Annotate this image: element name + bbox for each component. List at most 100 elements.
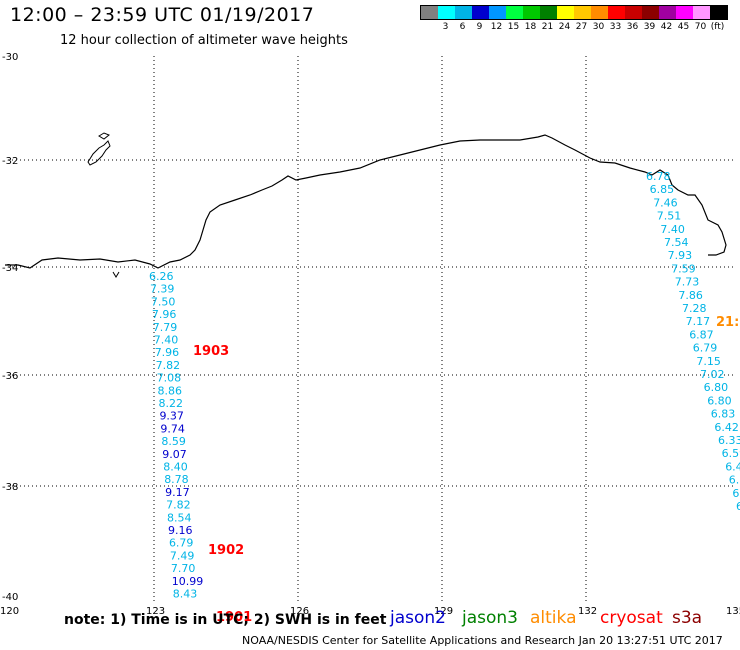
lon-label: 132 [578,606,597,617]
wave-height-label: 6.85 [650,183,675,196]
footer-credit: NOAA/NESDIS Center for Satellite Applica… [242,634,723,647]
satellite-cryosat: cryosat [600,608,663,628]
wave-height-label: 7.93 [668,249,693,262]
wave-height-label: 7.51 [657,210,682,223]
wave-height-label: 7.17 [686,315,711,328]
legend-label: 33 [609,22,622,32]
legend-swatch [574,6,591,19]
legend-label: 18 [524,22,537,32]
legend-swatch [642,6,659,19]
wave-height-label: 7.73 [675,276,700,289]
lat-label: -36 [2,371,18,382]
wave-height-label: 7.86 [678,289,703,302]
legend-swatch [693,6,710,19]
wave-height-label: 8.78 [164,473,189,486]
legend-swatch [557,6,574,19]
note-text: note: 1) Time is in UTC; 2) SWH is in fe… [64,612,387,628]
wave-height-label: 7.49 [170,549,195,562]
legend-swatch [421,6,438,19]
wave-height-label: 8.43 [173,588,198,601]
wave-height-label: 8.59 [161,435,186,448]
legend-label: 70 [694,22,707,32]
wave-height-label: 7.46 [653,196,678,209]
legend-label: 9 [476,22,483,32]
legend-label: 39 [643,22,656,32]
wave-height-label: 7.82 [156,359,181,372]
legend-swatch [489,6,506,19]
wave-height-label: 6.87 [689,328,714,341]
wave-height-label: 8.86 [158,384,183,397]
wave-height-label: 9.37 [159,410,184,423]
legend-labels: 3 6 9 12 15 18 21 24 27 30 33 36 39 42 45 70 (ft) [420,22,728,32]
wave-height-label: 7.40 [154,334,179,347]
wave-height-label: 6.4 [725,460,740,473]
page-title: 12:00 – 23:59 UTC 01/19/2017 [10,4,315,26]
lat-label: -40 [2,592,18,603]
lat-label: -32 [2,156,18,167]
legend-label: 42 [660,22,673,32]
lon-label: 129 [434,606,453,617]
time-marks: 1903 1902 1901 21:3 [193,315,740,625]
wave-height-label: 6.80 [707,394,732,407]
wave-height-label: 6.59 [722,447,740,460]
legend-swatch [506,6,523,19]
legend-swatch [523,6,540,19]
legend-label: 45 [677,22,690,32]
legend-label: (ft) [710,22,725,32]
wave-height-label: 8.22 [159,397,184,410]
axis-labels: -30 -32 -34 -36 -38 -40 120 123 126 129 132 135 [0,52,740,617]
legend-label: 24 [558,22,571,32]
legend-swatch [472,6,489,19]
wave-height-label: 6 [732,487,739,500]
island-coast-tip [112,271,120,278]
wave-height-label: 7.50 [151,295,176,308]
wave-height-label: 8.40 [163,461,188,474]
coastline [5,134,727,269]
lat-label: -38 [2,482,18,493]
legend-label: 36 [626,22,639,32]
wave-height-label: 6.78 [646,170,671,183]
wave-height-label: 9.74 [160,422,185,435]
legend-label: 3 [442,22,449,32]
legend-swatch [591,6,608,19]
wave-height-label: 9.16 [168,524,193,537]
wave-height-label: 6.1 [729,474,740,487]
lon-label: 126 [290,606,309,617]
color-legend: 3 6 9 12 15 18 21 24 27 30 33 36 39 42 45 70 (ft) [420,5,728,32]
track-right: 6.786.857.467.517.407.547.937.597.737.86… [646,170,740,513]
lat-lon-grid [8,56,734,604]
wave-height-label: 7.54 [664,236,689,249]
wave-height-label: 7.08 [157,372,182,385]
legend-swatch [676,6,693,19]
legend-swatch [540,6,557,19]
legend-swatch [438,6,455,19]
wave-height-label: 7.59 [671,262,696,275]
satellite-jason3: jason3 [462,608,518,628]
legend-label: 27 [575,22,588,32]
lon-label: 123 [146,606,165,617]
wave-height-label: 7.02 [700,368,725,381]
legend-swatch [625,6,642,19]
wave-height-label: 6.26 [149,270,174,283]
wave-height-label: 6.80 [704,381,729,394]
legend-swatch [710,6,727,19]
wave-height-label: 6.79 [693,342,718,355]
island-coast-small [98,132,110,140]
legend-swatch [659,6,676,19]
lon-label: 120 [0,606,19,617]
legend-swatch [455,6,472,19]
wave-height-label: 7.15 [696,355,721,368]
wave-height-label: 10.99 [172,575,204,588]
wave-height-label: 6.79 [169,537,194,550]
wave-height-label: 6.33 [718,434,740,447]
wave-height-label: 6.83 [711,408,736,421]
lon-label: 135 [726,606,740,617]
wave-height-label: 8.54 [167,511,192,524]
track-left: 6.267.397.507.967.797.407.967.827.088.86… [149,270,203,601]
wave-height-label: 7.70 [171,562,196,575]
page-subtitle: 12 hour collection of altimeter wave hei… [60,33,348,48]
satellite-altika: altika [530,608,577,628]
wave-height-label: 7.39 [150,283,175,296]
pass-time-label: 1903 [193,344,229,359]
